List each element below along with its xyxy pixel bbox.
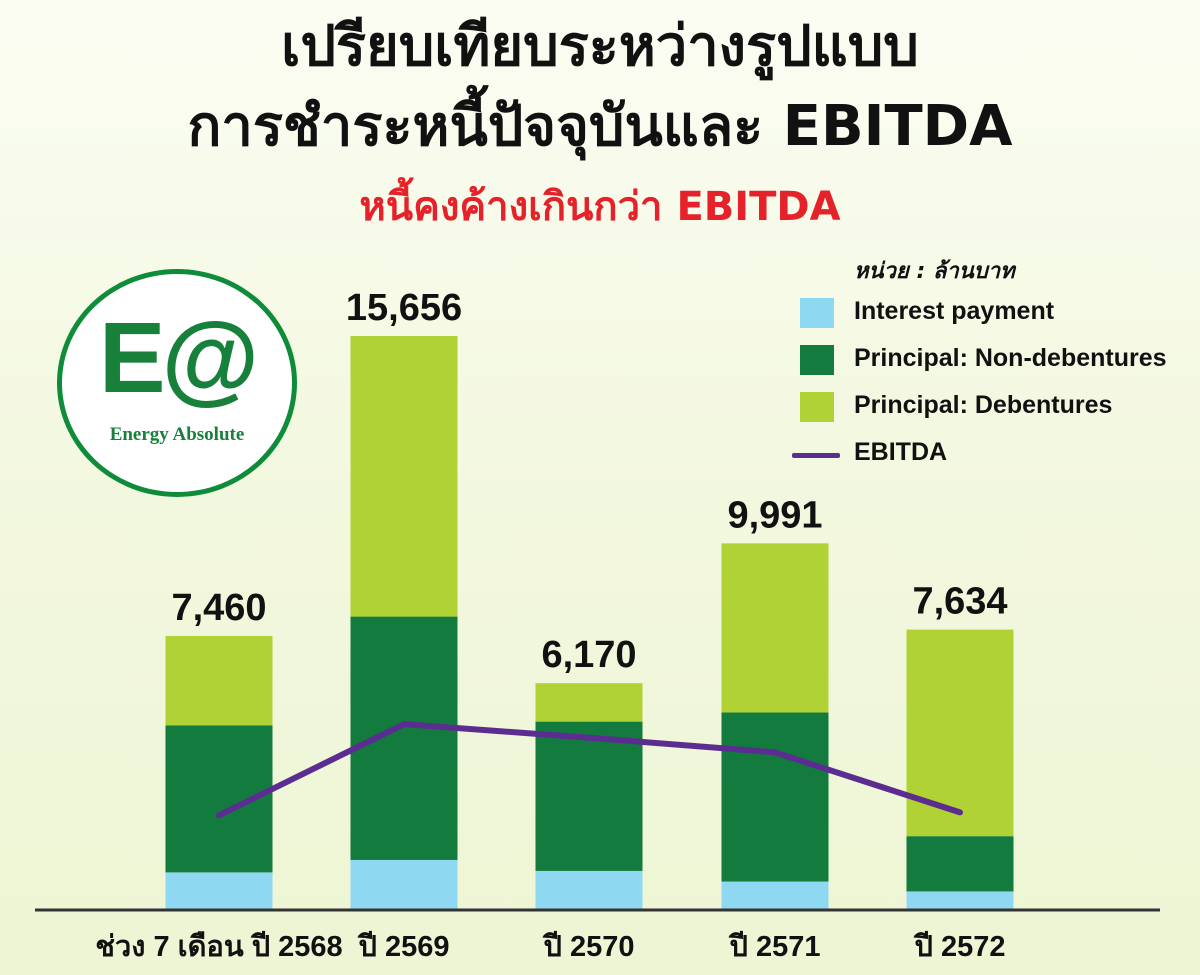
- ebitda-point: [401, 721, 407, 727]
- chart-title-line-1: เปรียบเทียบระหว่างรูปแบบ: [281, 14, 919, 79]
- bar-segment-interest: [721, 881, 829, 909]
- bar-segment-debentures: [535, 683, 643, 722]
- legend-label: Interest payment: [854, 297, 1055, 325]
- bar-segment-non-debentures: [535, 721, 643, 871]
- ebitda-point: [586, 735, 592, 741]
- bar-total-label: 15,656: [346, 287, 462, 329]
- bar-segment-interest: [535, 870, 643, 909]
- x-axis-tick-label: ปี 2571: [728, 931, 820, 963]
- ebitda-point: [957, 809, 963, 815]
- legend-line-ebitda: [792, 453, 840, 458]
- legend-swatch-non-debentures: [800, 345, 834, 375]
- legend-swatch-interest: [800, 298, 834, 328]
- legend-swatch-debentures: [800, 392, 834, 422]
- bar-total-label: 6,170: [541, 634, 636, 676]
- ebitda-point: [772, 749, 778, 755]
- logo-company-name: Energy Absolute: [109, 424, 245, 445]
- bar-total-label: 7,460: [171, 587, 266, 629]
- x-axis-tick-label: ปี 2570: [542, 931, 634, 963]
- unit-label: หน่วย : ล้านบาท: [854, 259, 1015, 284]
- bar-segment-debentures: [165, 635, 273, 726]
- logo-mark: E@: [98, 302, 259, 414]
- bar-segment-interest: [165, 872, 273, 909]
- bar-segment-interest: [350, 859, 458, 909]
- bar-segment-debentures: [906, 629, 1014, 837]
- x-axis-tick-label: ปี 2569: [357, 931, 449, 963]
- legend-label: EBITDA: [854, 438, 948, 466]
- bar-total-label: 9,991: [727, 494, 822, 536]
- bar-segment-interest: [906, 891, 1014, 909]
- legend-label: Principal: Debentures: [854, 391, 1113, 419]
- bar-segment-non-debentures: [350, 616, 458, 860]
- bar-total-label: 7,634: [912, 581, 1007, 623]
- x-axis-tick-label: ปี 2572: [913, 931, 1005, 963]
- ebitda-point: [216, 812, 222, 818]
- bar-segment-non-debentures: [906, 836, 1014, 892]
- chart-title-line-2: การชำระหนี้ปัจจุบันและ EBITDA: [187, 94, 1013, 159]
- energy-absolute-logo: E@ Energy Absolute: [57, 269, 297, 497]
- legend-label: Principal: Non-debentures: [854, 344, 1167, 372]
- bar-segment-debentures: [721, 543, 829, 713]
- bar-segment-non-debentures: [721, 712, 829, 882]
- bar-segment-debentures: [350, 336, 458, 617]
- chart-subtitle: หนี้คงค้างเกินกว่า EBITDA: [359, 184, 841, 230]
- x-axis-tick-label: ช่วง 7 เดือน ปี 2568: [95, 931, 342, 963]
